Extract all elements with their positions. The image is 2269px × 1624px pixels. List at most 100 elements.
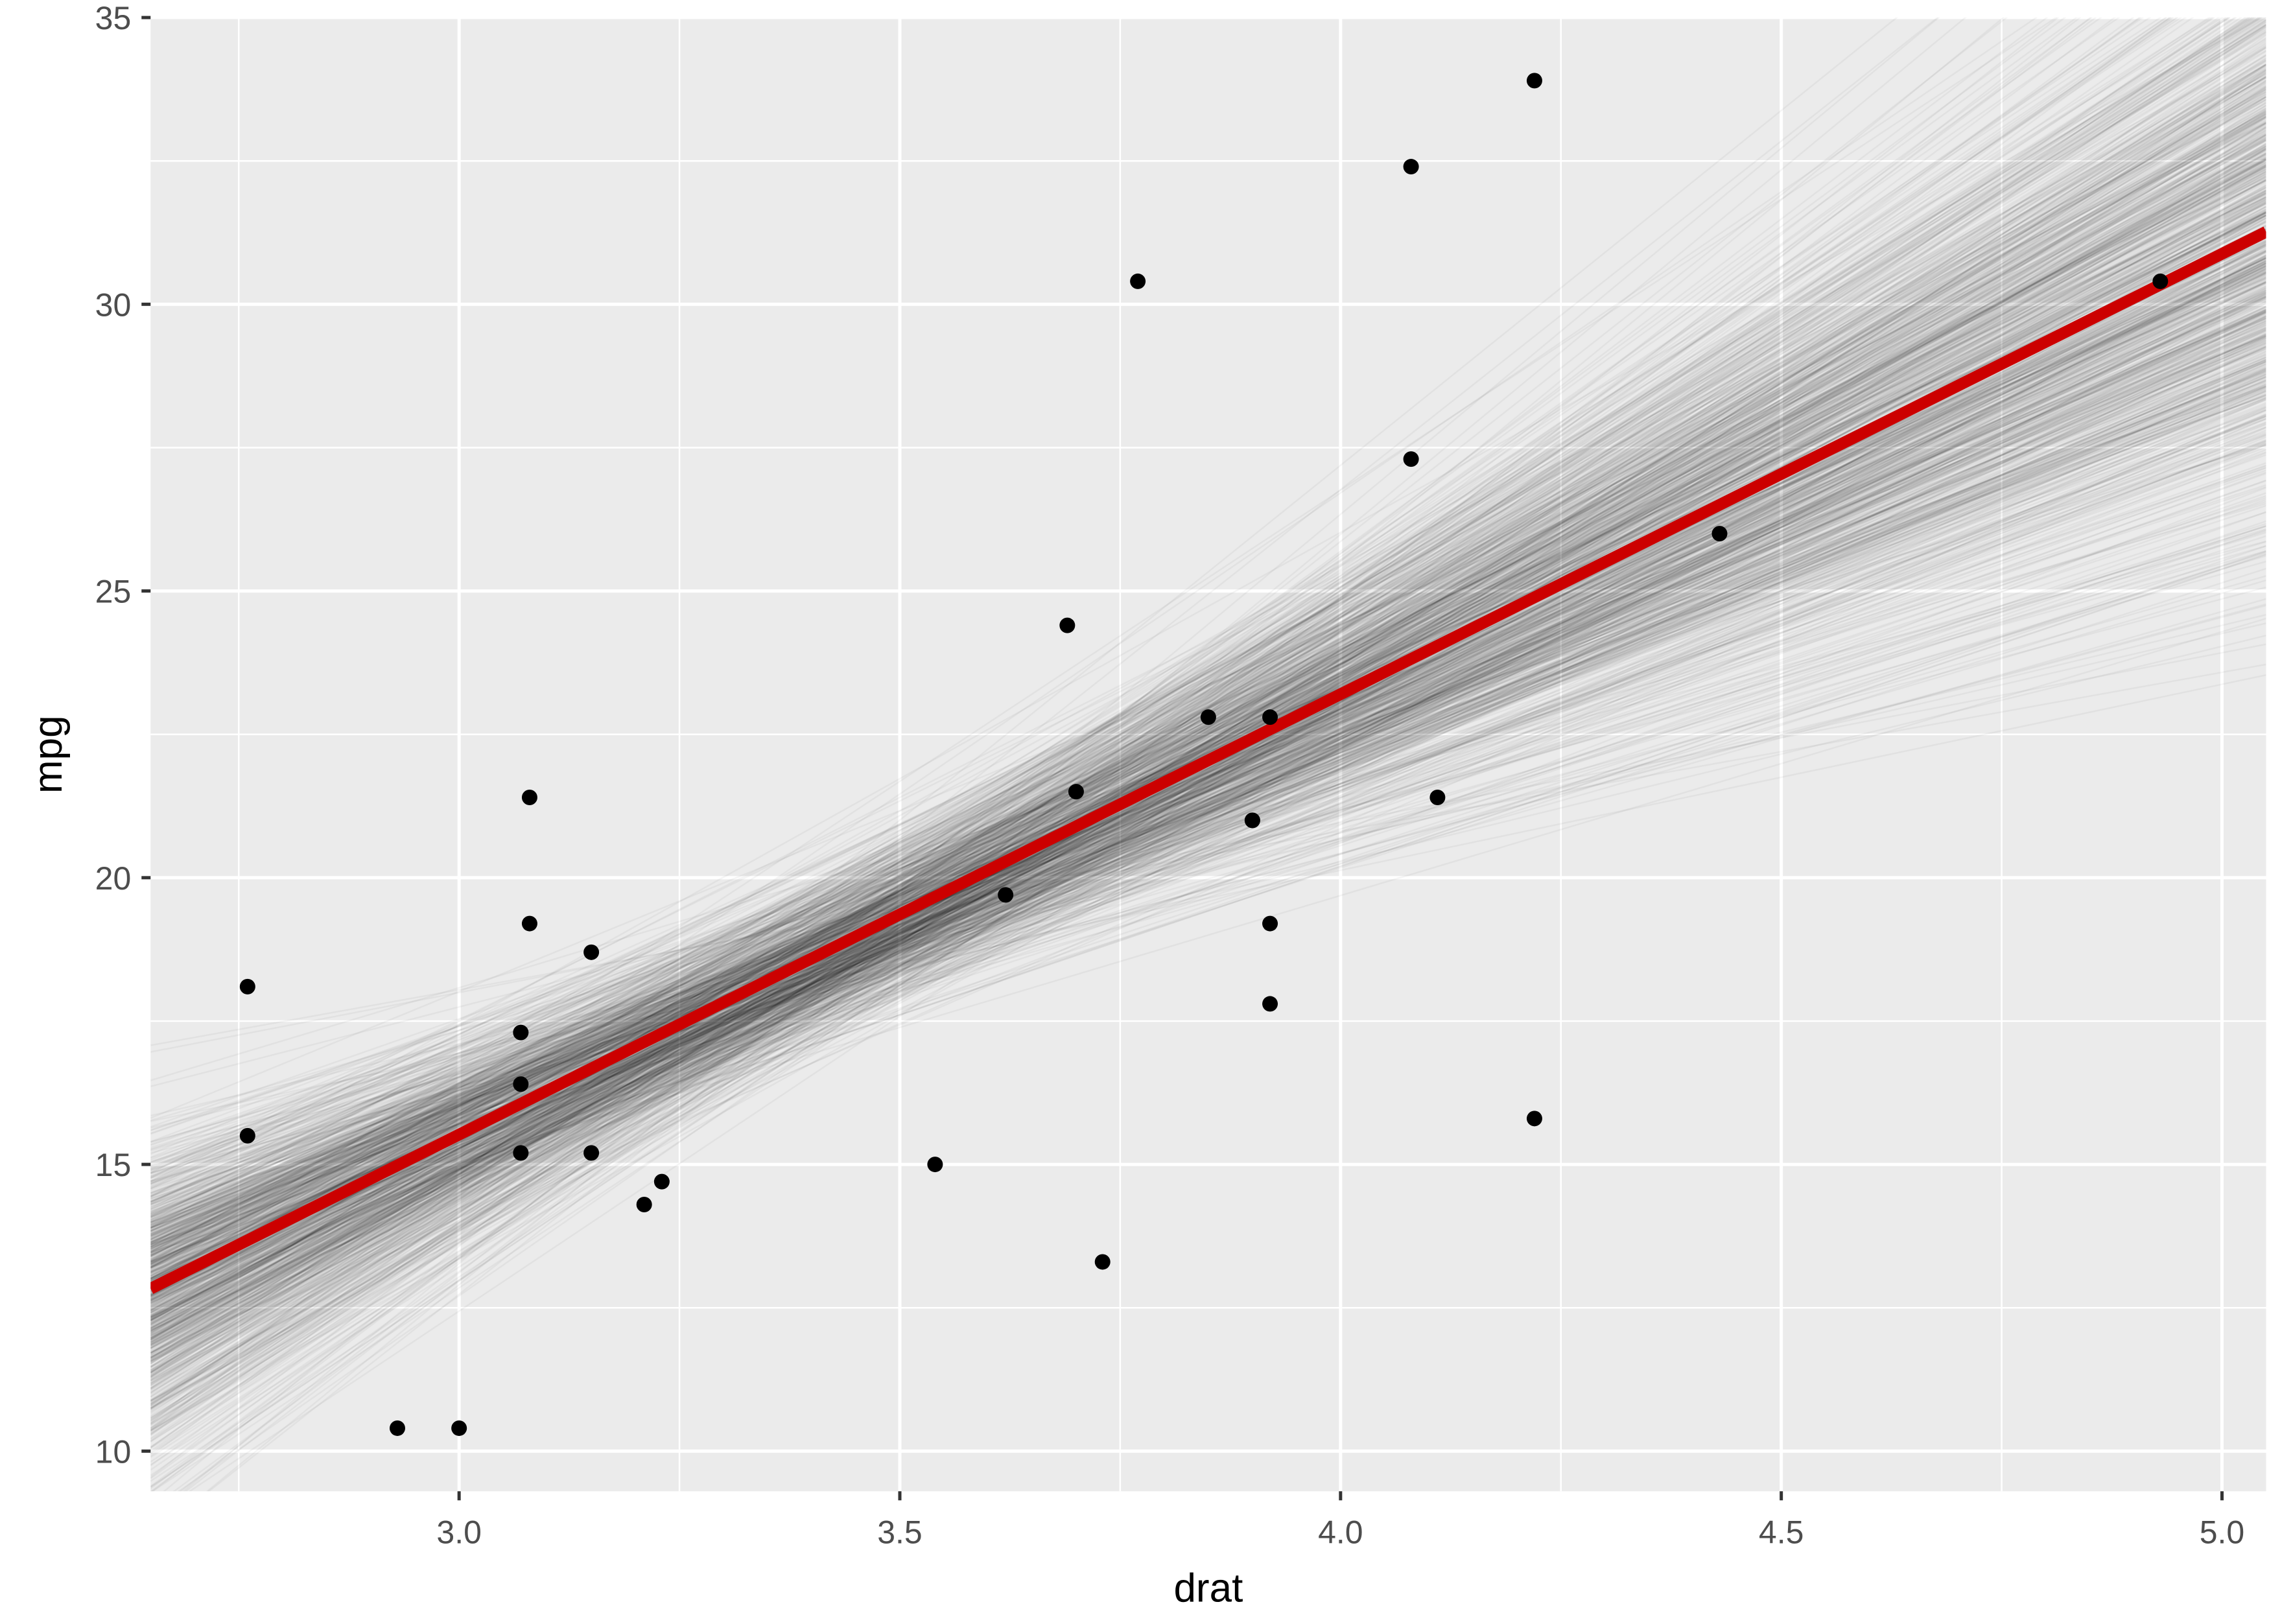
bootstrap-line bbox=[150, 316, 2266, 1236]
data-point bbox=[583, 1145, 600, 1161]
bootstrap-line bbox=[150, 322, 2266, 1289]
bootstrap-line bbox=[150, 257, 2266, 1302]
bootstrap-line bbox=[150, 76, 2266, 1389]
bootstrap-line bbox=[150, 272, 2266, 1190]
bootstrap-line bbox=[150, 359, 2266, 1295]
bootstrap-line bbox=[150, 215, 2266, 1319]
bootstrap-line bbox=[150, 164, 2266, 1289]
bootstrap-line bbox=[150, 249, 2266, 1119]
bootstrap-line bbox=[150, 426, 2266, 1263]
bootstrap-line bbox=[150, 18, 2174, 1429]
bootstrap-line bbox=[150, 326, 2266, 1217]
bootstrap-line bbox=[150, 19, 2266, 1378]
bootstrap-line bbox=[150, 19, 2266, 1471]
bootstrap-line bbox=[150, 122, 2266, 1350]
bootstrap-line bbox=[150, 431, 2266, 1146]
bootstrap-line bbox=[150, 413, 2266, 1281]
bootstrap-line bbox=[150, 198, 2266, 1262]
bootstrap-line bbox=[150, 310, 2266, 1175]
bootstrap-line bbox=[150, 495, 2266, 1212]
bootstrap-line bbox=[150, 329, 2266, 1177]
bootstrap-line bbox=[150, 277, 2266, 1264]
bootstrap-line bbox=[150, 82, 2266, 1418]
bootstrap-line bbox=[150, 159, 2266, 1347]
bootstrap-line bbox=[150, 196, 2266, 1265]
bootstrap-line bbox=[150, 212, 2266, 1279]
bootstrap-line bbox=[150, 41, 2266, 1426]
bootstrap-line bbox=[150, 50, 2266, 1356]
bootstrap-line bbox=[150, 179, 2266, 1238]
bootstrap-line bbox=[150, 69, 2266, 1488]
bootstrap-line bbox=[150, 579, 2266, 1208]
bootstrap-line bbox=[150, 257, 2266, 1218]
bootstrap-line bbox=[150, 260, 2266, 1203]
x-axis-title: drat bbox=[1173, 1566, 1243, 1610]
bootstrap-line bbox=[150, 253, 2266, 1225]
bootstrap-line bbox=[150, 388, 2266, 1184]
data-point bbox=[1200, 709, 1216, 725]
bootstrap-line bbox=[150, 18, 2008, 1478]
bootstrap-line bbox=[150, 137, 2266, 1234]
bootstrap-line bbox=[150, 449, 2266, 1292]
bootstrap-line bbox=[150, 248, 2266, 1339]
bootstrap-line bbox=[150, 265, 2266, 1241]
bootstrap-line bbox=[150, 23, 2266, 1373]
bootstrap-line bbox=[150, 91, 2266, 1254]
bootstrap-line bbox=[150, 359, 2266, 1249]
bootstrap-line bbox=[150, 443, 2266, 1234]
bootstrap-line bbox=[150, 213, 2266, 1280]
bootstrap-line bbox=[150, 33, 2266, 1299]
bootstrap-line bbox=[150, 335, 2266, 1247]
bootstrap-line bbox=[150, 376, 2266, 1273]
bootstrap-line bbox=[150, 540, 2266, 1087]
bootstrap-line bbox=[150, 169, 2266, 1214]
bootstrap-line bbox=[150, 134, 2266, 1340]
bootstrap-line bbox=[150, 486, 2266, 1174]
bootstrap-line bbox=[150, 268, 2266, 1188]
bootstrap-line bbox=[150, 541, 2266, 1199]
bootstrap-line bbox=[150, 327, 2266, 1229]
bootstrap-line bbox=[150, 567, 2266, 1254]
bootstrap-line bbox=[150, 18, 2172, 1448]
bootstrap-line bbox=[150, 71, 2266, 1425]
bootstrap-line bbox=[150, 164, 2266, 1286]
bootstrap-line bbox=[150, 199, 2266, 1343]
bootstrap-line bbox=[150, 159, 2266, 1409]
bootstrap-line bbox=[150, 444, 2266, 1235]
bootstrap-line bbox=[150, 28, 2266, 1298]
bootstrap-line bbox=[150, 199, 2266, 1282]
bootstrap-line bbox=[150, 525, 2266, 1184]
bootstrap-line bbox=[150, 187, 2266, 1284]
bootstrap-line bbox=[150, 409, 2266, 1232]
bootstrap-line bbox=[150, 152, 2266, 1345]
bootstrap-line bbox=[150, 242, 2266, 1385]
bootstrap-line bbox=[188, 101, 2266, 1492]
bootstrap-line bbox=[150, 266, 2266, 1232]
bootstrap-line bbox=[150, 18, 2216, 1372]
bootstrap-line bbox=[150, 235, 2266, 1318]
bootstrap-line bbox=[150, 511, 2266, 1205]
bootstrap-line bbox=[150, 261, 2266, 1304]
bootstrap-line bbox=[150, 270, 2266, 1349]
bootstrap-line bbox=[150, 169, 2266, 1332]
bootstrap-line bbox=[150, 237, 2266, 1315]
bootstrap-line bbox=[150, 398, 2266, 1279]
bootstrap-line bbox=[163, 18, 1940, 1492]
bootstrap-line bbox=[150, 350, 2266, 1318]
bootstrap-line bbox=[150, 193, 2266, 1213]
bootstrap-line bbox=[150, 117, 2266, 1455]
bootstrap-line bbox=[150, 147, 2266, 1248]
bootstrap-line bbox=[150, 152, 2266, 1343]
bootstrap-line bbox=[150, 21, 2266, 1448]
bootstrap-line bbox=[150, 45, 2266, 1436]
bootstrap-line bbox=[150, 201, 2266, 1251]
bootstrap-line bbox=[150, 278, 2266, 1293]
bootstrap-line bbox=[150, 18, 2255, 1321]
bootstrap-line bbox=[150, 418, 2266, 1298]
bootstrap-line bbox=[150, 530, 2266, 1183]
bootstrap-line bbox=[150, 320, 2266, 1264]
bootstrap-line bbox=[150, 301, 2266, 1256]
bootstrap-line bbox=[150, 18, 2213, 1314]
bootstrap-line bbox=[150, 158, 2266, 1337]
bootstrap-line bbox=[150, 117, 2266, 1271]
